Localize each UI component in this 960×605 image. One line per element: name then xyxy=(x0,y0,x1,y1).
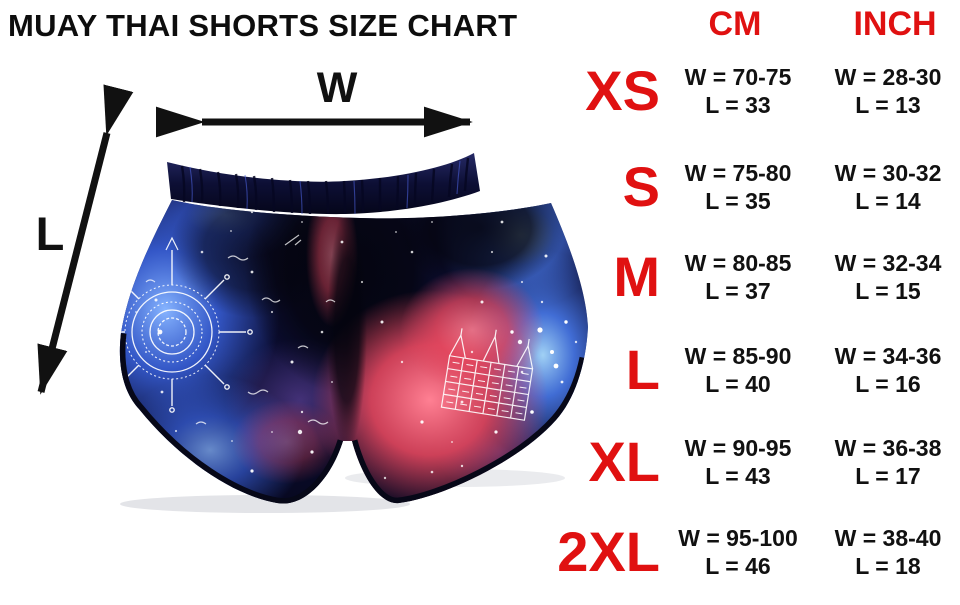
cm-values: W = 85-90 L = 40 xyxy=(663,342,813,398)
inch-length-value: L = 14 xyxy=(855,188,921,214)
inch-width-value: W = 32-34 xyxy=(834,250,942,276)
size-row-m: M W = 80-85 L = 37 W = 32-34 L = 15 xyxy=(500,249,960,305)
cm-width-value: W = 95-100 xyxy=(678,525,798,551)
column-header-cm: CM xyxy=(708,5,762,43)
cm-length-value: L = 43 xyxy=(705,463,771,489)
column-header-inch: INCH xyxy=(853,5,937,43)
inch-values: W = 34-36 L = 16 xyxy=(813,342,960,398)
size-row-xs: XS W = 70-75 L = 33 W = 28-30 L = 13 xyxy=(500,63,960,119)
size-row-l: L W = 85-90 L = 40 W = 34-36 L = 16 xyxy=(500,342,960,398)
inch-length-value: L = 13 xyxy=(855,92,921,118)
cm-length-value: L = 37 xyxy=(705,278,771,304)
inch-values: W = 36-38 L = 17 xyxy=(813,434,960,490)
size-label: XS xyxy=(585,59,660,122)
inch-length-value: L = 16 xyxy=(855,371,921,397)
shadow xyxy=(120,469,565,513)
cm-width-value: W = 70-75 xyxy=(684,64,792,90)
cm-length-value: L = 33 xyxy=(705,92,771,118)
size-label: XL xyxy=(588,430,660,493)
cm-length-value: L = 40 xyxy=(705,371,771,397)
cm-width-value: W = 85-90 xyxy=(684,343,792,369)
size-label: L xyxy=(625,338,660,401)
inch-width-value: W = 34-36 xyxy=(834,343,942,369)
inch-length-value: L = 18 xyxy=(855,553,921,579)
cm-values: W = 70-75 L = 33 xyxy=(663,63,813,119)
cm-length-value: L = 46 xyxy=(705,553,771,579)
inch-length-value: L = 17 xyxy=(855,463,921,489)
length-arrow xyxy=(37,84,134,395)
shorts-illustration xyxy=(37,84,588,513)
width-dimension-label: W xyxy=(316,64,358,112)
inch-width-value: W = 38-40 xyxy=(834,525,942,551)
cm-values: W = 80-85 L = 37 xyxy=(663,249,813,305)
yant-grid-emblem xyxy=(440,328,534,421)
size-label: 2XL xyxy=(557,520,660,583)
size-row-xl: XL W = 90-95 L = 43 W = 36-38 L = 17 xyxy=(500,434,960,490)
waistband xyxy=(167,153,480,215)
inch-width-value: W = 36-38 xyxy=(834,435,942,461)
cm-width-value: W = 90-95 xyxy=(684,435,792,461)
cm-values: W = 95-100 L = 46 xyxy=(663,524,813,580)
size-row-s: S W = 75-80 L = 35 W = 30-32 L = 14 xyxy=(500,159,960,215)
inch-values: W = 32-34 L = 15 xyxy=(813,249,960,305)
inch-width-value: W = 28-30 xyxy=(834,64,942,90)
inch-values: W = 30-32 L = 14 xyxy=(813,159,960,215)
size-label: M xyxy=(613,245,660,308)
cm-length-value: L = 35 xyxy=(705,188,771,214)
cm-values: W = 90-95 L = 43 xyxy=(663,434,813,490)
cm-width-value: W = 80-85 xyxy=(684,250,792,276)
inch-length-value: L = 15 xyxy=(855,278,921,304)
cm-width-value: W = 75-80 xyxy=(684,160,792,186)
size-label: S xyxy=(622,155,660,218)
inch-width-value: W = 30-32 xyxy=(834,160,942,186)
inch-values: W = 38-40 L = 18 xyxy=(813,524,960,580)
size-row-2xl: 2XL W = 95-100 L = 46 W = 38-40 L = 18 xyxy=(500,524,960,580)
cm-values: W = 75-80 L = 35 xyxy=(663,159,813,215)
script-marks xyxy=(145,234,336,425)
page-title: MUAY THAI SHORTS SIZE CHART xyxy=(8,8,518,43)
length-dimension-label: L xyxy=(35,207,65,260)
inch-values: W = 28-30 L = 13 xyxy=(813,63,960,119)
